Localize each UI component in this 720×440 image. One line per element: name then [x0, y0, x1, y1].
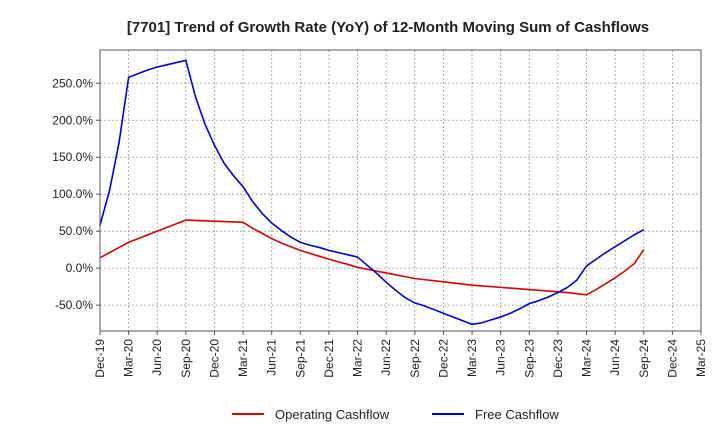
- plot-frame: [99, 49, 702, 332]
- x-tick-label: Jun-23: [494, 339, 508, 376]
- x-tick-label: Mar-22: [351, 339, 365, 377]
- x-tick-label: Mar-25: [694, 339, 708, 377]
- y-tick-label: 50.0%: [59, 224, 93, 238]
- x-tick-label: Mar-24: [580, 339, 594, 377]
- x-tick-label: Mar-20: [122, 339, 136, 377]
- x-tick-label: Sep-23: [522, 339, 536, 378]
- x-tick-label: Mar-23: [465, 339, 479, 377]
- x-tick-label: Jun-21: [265, 339, 279, 376]
- y-tick-label: -50.0%: [55, 298, 93, 312]
- grid: [100, 50, 701, 331]
- x-tick-label: Dec-19: [93, 339, 107, 378]
- y-tick-label: 0.0%: [66, 261, 94, 275]
- legend-label-free-cashflow: Free Cashflow: [475, 407, 559, 422]
- x-tick-label: Mar-21: [236, 339, 250, 377]
- chart-title: [7701] Trend of Growth Rate (YoY) of 12-…: [127, 19, 649, 36]
- y-tick-label: 150.0%: [52, 150, 93, 164]
- x-axis: Dec-19 Mar-20 Jun-20 Sep-20 Dec-20 Mar-21 Jun-…: [93, 331, 708, 378]
- x-tick-label: Dec-24: [665, 339, 679, 378]
- x-tick-label: Sep-22: [408, 339, 422, 378]
- x-tick-label: Dec-21: [322, 339, 336, 378]
- legend: Operating Cashflow Free Cashflow: [232, 407, 559, 422]
- x-tick-label: Jun-22: [379, 339, 393, 376]
- x-tick-label: Dec-20: [207, 339, 221, 378]
- series-lines: [99, 59, 645, 326]
- y-tick-label: 200.0%: [52, 113, 93, 127]
- legend-label-operating-cashflow: Operating Cashflow: [275, 407, 390, 422]
- x-tick-label: Dec-22: [436, 339, 450, 378]
- series-line-free-cashflow: [99, 59, 645, 326]
- y-tick-label: 100.0%: [52, 187, 93, 201]
- y-tick-label: 250.0%: [52, 76, 93, 90]
- x-tick-label: Dec-23: [551, 339, 565, 378]
- x-tick-label: Sep-20: [179, 339, 193, 378]
- x-tick-label: Jun-20: [150, 339, 164, 376]
- x-tick-label: Jun-24: [608, 339, 622, 376]
- x-tick-label: Sep-21: [293, 339, 307, 378]
- y-axis: -50.0% 0.0% 50.0% 100.0% 150.0% 200.0% 250.0%: [52, 76, 100, 312]
- x-tick-label: Sep-24: [637, 339, 651, 378]
